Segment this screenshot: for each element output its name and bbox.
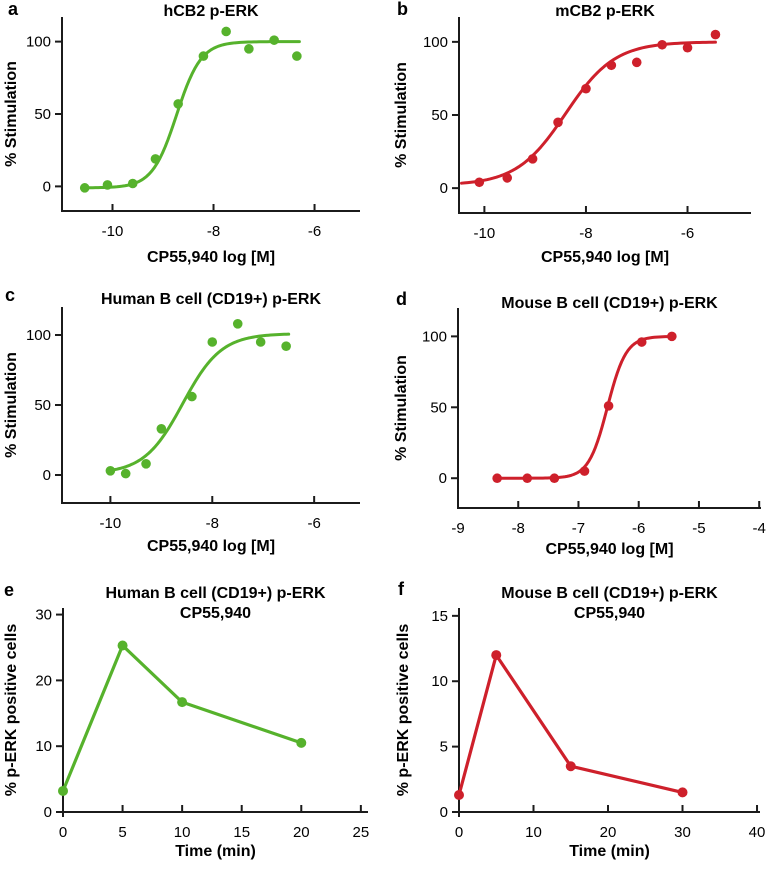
svg-text:-4: -4 [753, 520, 766, 537]
svg-text:0: 0 [440, 180, 448, 197]
svg-text:100: 100 [26, 34, 51, 51]
svg-text:5: 5 [440, 739, 448, 756]
svg-text:-7: -7 [572, 520, 585, 537]
svg-text:0: 0 [59, 824, 67, 841]
svg-text:-8: -8 [207, 223, 220, 240]
x-axis-label: CP55,940 log [M] [146, 538, 276, 555]
dose-response-chart-hcb2: -10 -8 -6 0 50 100 [26, 17, 360, 240]
svg-text:100: 100 [26, 327, 51, 344]
svg-text:-6: -6 [307, 515, 320, 532]
svg-text:50: 50 [34, 106, 51, 123]
timecourse-chart-human-bcell: 0 5 10 15 20 25 0 10 20 30 [35, 607, 370, 841]
svg-text:-6: -6 [681, 225, 694, 242]
panel-title: mCB2 p-ERK [555, 3, 655, 20]
panel-title: Mouse B cell (CD19+) p-ERK [501, 585, 718, 602]
dose-response-chart-mouse-bcell: -9 -8 -7 -6 -5 -4 0 50 100 [422, 308, 766, 537]
svg-text:-8: -8 [206, 515, 219, 532]
panel-c: c Human B cell (CD19+) p-ERK % Stimulati… [0, 285, 383, 575]
svg-text:50: 50 [431, 107, 448, 124]
svg-text:50: 50 [430, 399, 447, 416]
svg-text:-10: -10 [102, 223, 124, 240]
panel-letter: a [8, 0, 19, 19]
svg-text:-10: -10 [100, 515, 122, 532]
svg-text:0: 0 [44, 804, 52, 821]
svg-text:-8: -8 [579, 225, 592, 242]
panel-b: b mCB2 p-ERK % Stimulation CP55,940 log … [383, 0, 767, 285]
panel-letter: b [397, 0, 408, 19]
panel-title: Mouse B cell (CD19+) p-ERK [501, 295, 718, 312]
svg-text:0: 0 [440, 804, 448, 821]
svg-text:-10: -10 [474, 225, 496, 242]
svg-text:10: 10 [35, 738, 52, 755]
svg-text:25: 25 [353, 824, 370, 841]
svg-text:20: 20 [293, 824, 310, 841]
panel-f: f Mouse B cell (CD19+) p-ERK CP55,940 % … [383, 575, 767, 870]
svg-text:0: 0 [43, 178, 51, 195]
panel-subtitle: CP55,940 [573, 605, 646, 622]
x-axis-label: CP55,940 log [M] [540, 249, 670, 266]
panel-e: e Human B cell (CD19+) p-ERK CP55,940 % … [0, 575, 383, 870]
x-axis-label: Time (min) [569, 843, 650, 860]
x-axis-label: CP55,940 log [M] [545, 541, 674, 558]
svg-text:-8: -8 [512, 520, 525, 537]
svg-text:30: 30 [674, 824, 691, 841]
panel-letter: e [4, 580, 15, 600]
panel-subtitle: CP55,940 [179, 605, 252, 622]
svg-text:20: 20 [600, 824, 617, 841]
panel-letter: c [5, 285, 16, 305]
svg-text:40: 40 [749, 824, 766, 841]
svg-text:100: 100 [423, 34, 448, 51]
panel-d: d Mouse B cell (CD19+) p-ERK % Stimulati… [383, 285, 767, 575]
svg-text:0: 0 [439, 470, 447, 487]
svg-text:0: 0 [43, 467, 51, 484]
svg-text:-9: -9 [451, 520, 464, 537]
svg-text:10: 10 [525, 824, 542, 841]
panel-letter: d [396, 289, 407, 309]
panel-title: Human B cell (CD19+) p-ERK [100, 291, 322, 308]
svg-text:-5: -5 [692, 520, 705, 537]
svg-text:30: 30 [35, 607, 52, 624]
svg-text:5: 5 [118, 824, 126, 841]
svg-text:15: 15 [431, 608, 448, 625]
svg-text:20: 20 [35, 672, 52, 689]
x-axis-label: Time (min) [175, 843, 256, 860]
panel-letter: f [398, 579, 404, 599]
svg-text:-6: -6 [632, 520, 645, 537]
panel-title: Human B cell (CD19+) p-ERK [105, 585, 326, 602]
panel-title: hCB2 p-ERK [163, 3, 259, 20]
svg-text:50: 50 [34, 397, 51, 414]
panel-a: a hCB2 p-ERK % Stimulation CP55,940 log … [0, 0, 383, 285]
timecourse-chart-mouse-bcell: 0 10 20 30 40 0 5 10 15 [431, 608, 766, 841]
svg-text:10: 10 [174, 824, 191, 841]
dose-response-chart-human-bcell: -10 -8 -6 0 50 100 [26, 307, 360, 532]
svg-text:100: 100 [422, 328, 447, 345]
svg-text:15: 15 [233, 824, 250, 841]
svg-text:0: 0 [455, 824, 463, 841]
svg-text:-6: -6 [308, 223, 321, 240]
x-axis-label: CP55,940 log [M] [146, 249, 276, 266]
svg-text:10: 10 [431, 673, 448, 690]
dose-response-chart-mcb2: -10 -8 -6 0 50 100 [423, 17, 751, 242]
